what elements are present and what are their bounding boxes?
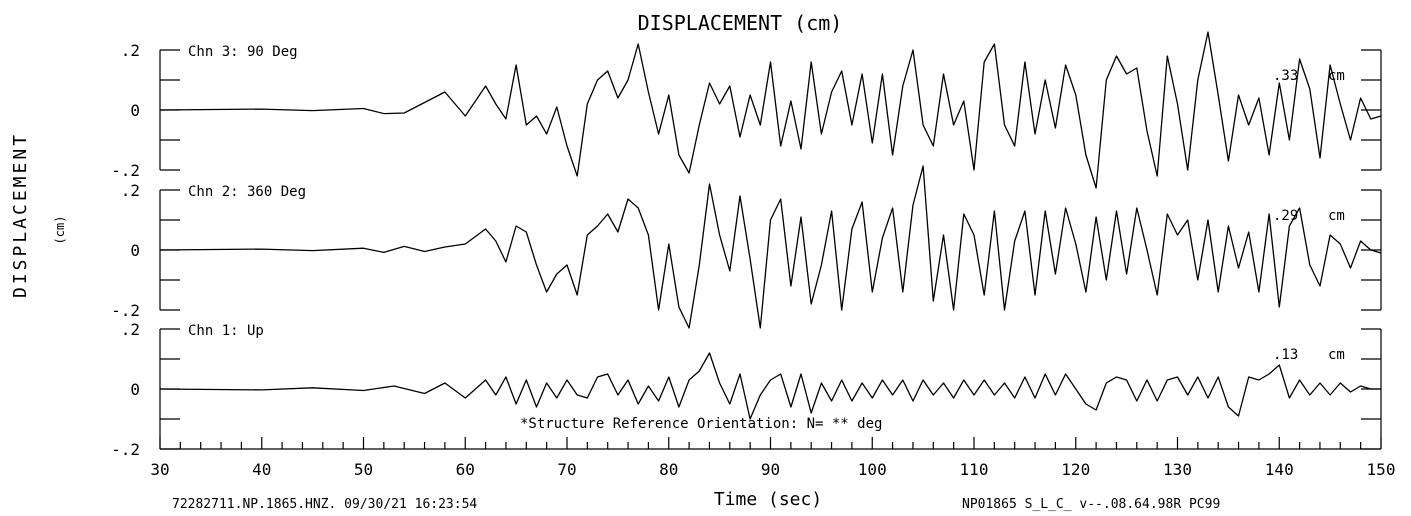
peak-value: .33	[1273, 68, 1298, 84]
x-tick-label: 130	[1163, 460, 1192, 479]
series-name: Chn 2: 360 Deg	[188, 184, 306, 200]
y-axis-label: DISPLACEMENT	[10, 132, 31, 298]
y-tick-label: .2	[121, 41, 140, 60]
footer-left: 72282711.NP.1865.HNZ. 09/30/21 16:23:54	[172, 497, 477, 512]
x-tick-label: 80	[659, 460, 678, 479]
y-tick-label: -.2	[111, 301, 140, 320]
series-name: Chn 1: Up	[188, 323, 264, 339]
x-tick-label: 70	[557, 460, 576, 479]
y-axis-unit: (cm)	[53, 216, 67, 245]
peak-unit: cm	[1328, 68, 1345, 84]
y-tick-label: 0	[130, 241, 140, 260]
waveform-line	[159, 31, 1382, 189]
peak-value: .13	[1273, 347, 1298, 363]
y-tick-label: -.2	[111, 161, 140, 180]
waveform-line	[159, 165, 1382, 329]
x-tick-label: 30	[150, 460, 169, 479]
panels: .2 0 -.2 Chn 3: 90 Deg .33 cm .2 0 -.2 Chn 2: 360…	[111, 31, 1382, 459]
chart-title: DISPLACEMENT (cm)	[638, 11, 843, 35]
peak-value: .29	[1273, 208, 1298, 224]
panel-2: .2 0 -.2 Chn 2: 360 Deg .29 cm	[111, 165, 1382, 329]
y-tick-label: 0	[130, 380, 140, 399]
x-tick-label: 50	[354, 460, 373, 479]
x-tick-label: 100	[858, 460, 887, 479]
x-tick-label: 150	[1367, 460, 1396, 479]
x-tick-label: 120	[1061, 460, 1090, 479]
y-tick-label: 0	[130, 101, 140, 120]
x-tick-label: 60	[456, 460, 475, 479]
panel-1: .2 0 -.2 Chn 3: 90 Deg .33 cm	[111, 31, 1382, 189]
footer-right: NP01865 S_L_C_ v--.08.64.98R PC99	[962, 497, 1220, 512]
panel-3: .2 0 -.2 Chn 1: Up .13 cm	[111, 320, 1382, 459]
peak-unit: cm	[1328, 208, 1345, 224]
x-tick-label: 140	[1265, 460, 1294, 479]
waveform-line	[159, 352, 1381, 420]
x-axis-label: Time (sec)	[714, 489, 822, 510]
y-tick-label: -.2	[111, 440, 140, 459]
x-axis: 30 40 50 60 70 80 90 100 110 120 130 140 150	[150, 437, 1395, 479]
series-name: Chn 3: 90 Deg	[188, 44, 298, 60]
y-tick-label: .2	[121, 320, 140, 339]
x-tick-label: 90	[761, 460, 780, 479]
y-tick-label: .2	[121, 181, 140, 200]
x-tick-label: 40	[252, 460, 271, 479]
x-tick-label: 110	[960, 460, 989, 479]
peak-unit: cm	[1328, 347, 1345, 363]
orientation-annotation: *Structure Reference Orientation: N= ** …	[520, 416, 882, 432]
